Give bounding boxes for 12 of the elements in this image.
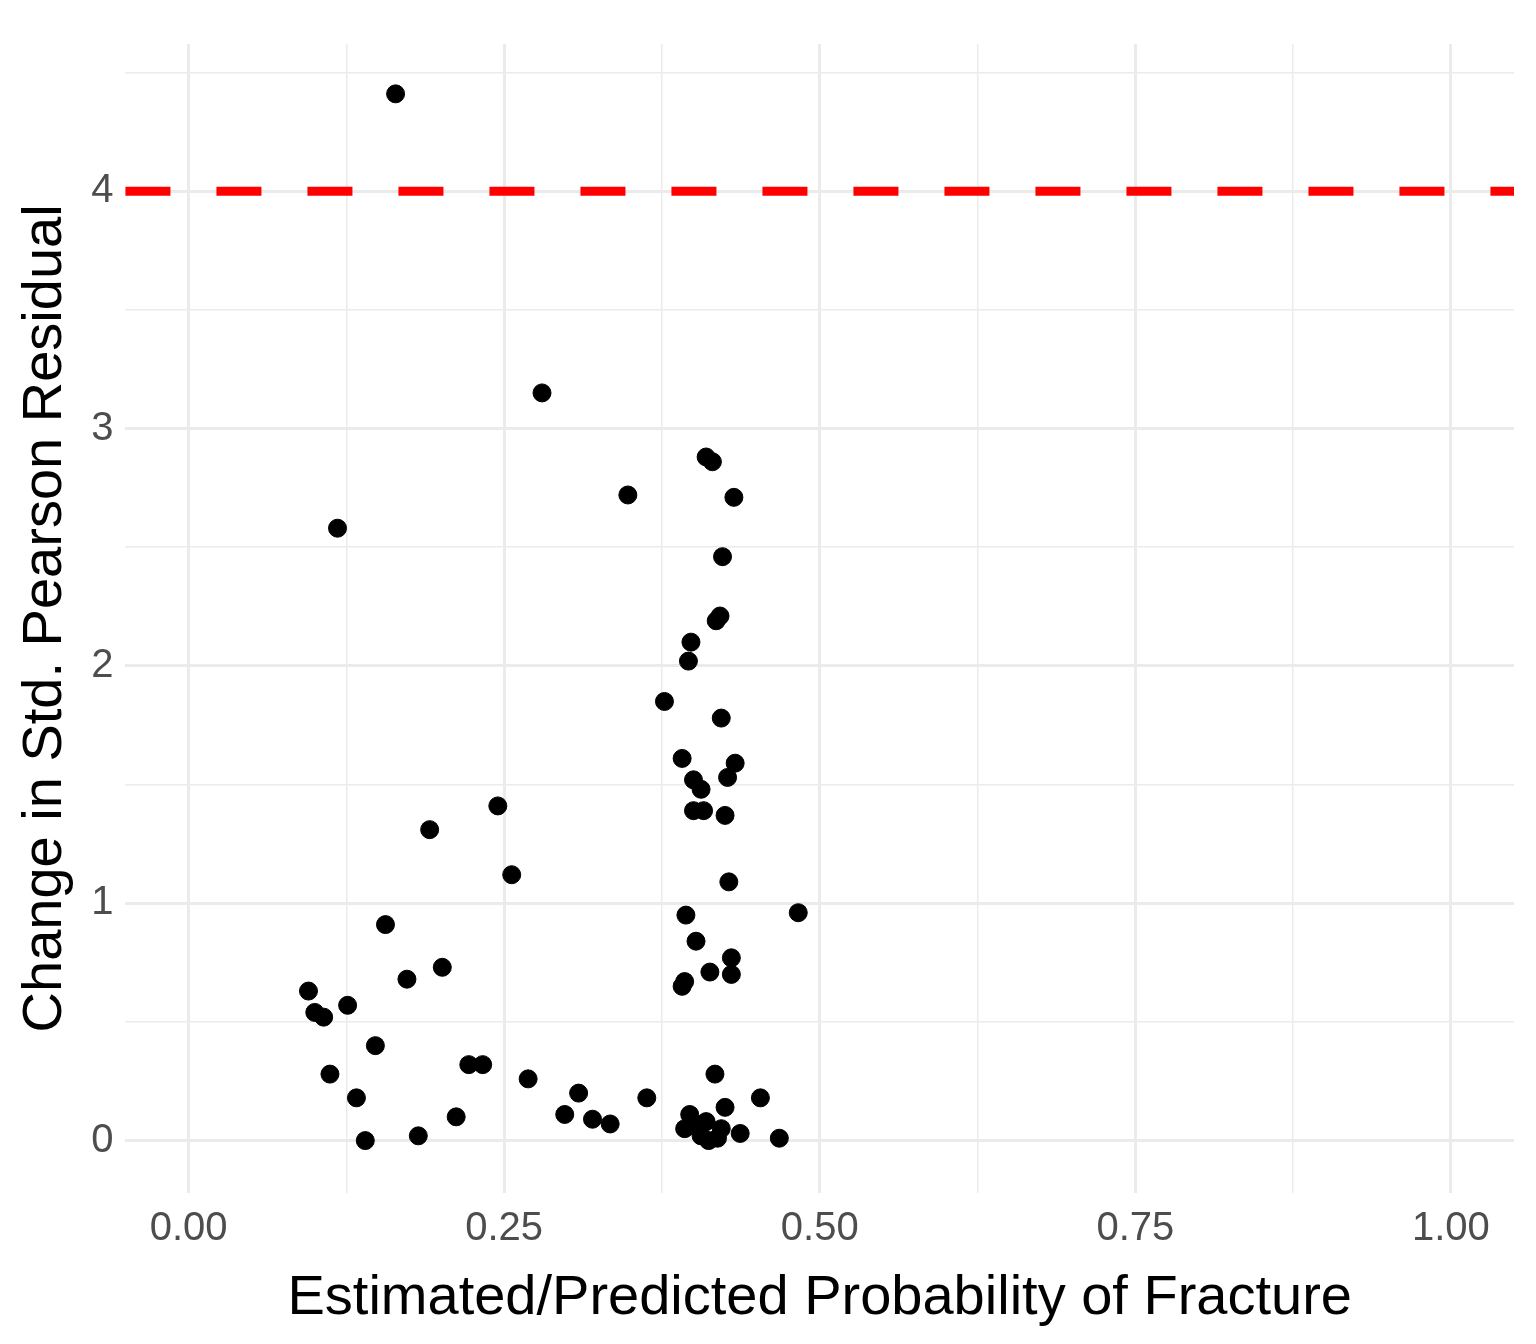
y-tick-label: 4: [91, 166, 114, 211]
x-tick-label: 0.00: [149, 1203, 228, 1248]
x-axis-title: Estimated/Predicted Probability of Fracture: [287, 1262, 1352, 1326]
y-tick-label: 0: [91, 1115, 114, 1160]
y-axis-title: Change in Std. Pearson Residual: [10, 204, 74, 1033]
x-tick-label: 0.75: [1096, 1203, 1175, 1248]
x-tick-label: 0.50: [780, 1203, 859, 1248]
x-tick-label: 1.00: [1411, 1203, 1490, 1248]
y-tick-label: 3: [91, 403, 114, 448]
y-tick-label: 1: [91, 878, 114, 923]
x-tick-label: 0.25: [465, 1203, 544, 1248]
y-tick-label: 2: [91, 640, 114, 685]
